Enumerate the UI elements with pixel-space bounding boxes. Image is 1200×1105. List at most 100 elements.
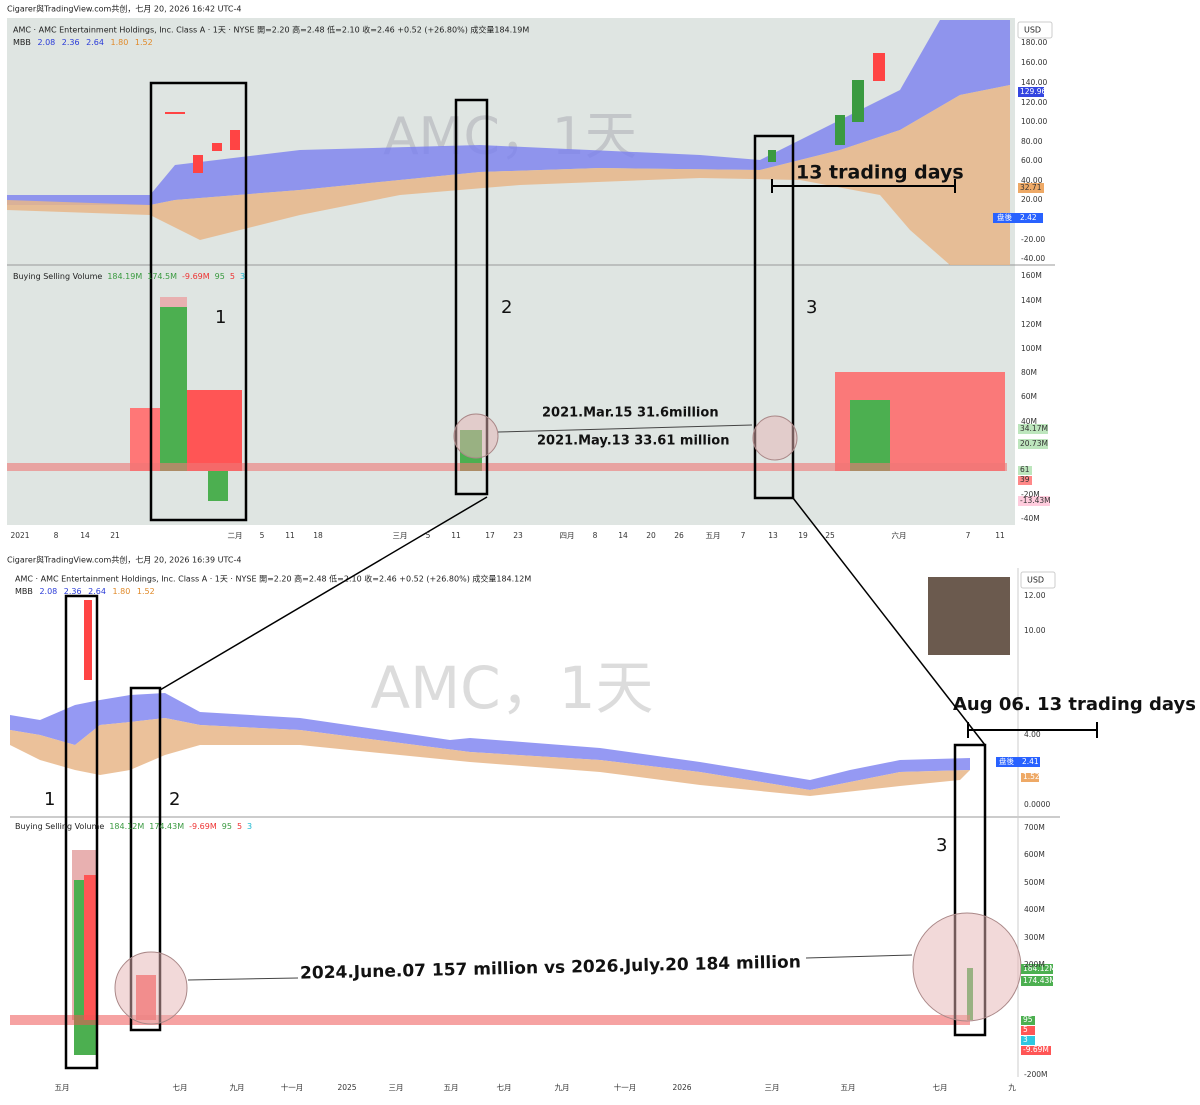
y-tick-label: 160M bbox=[1021, 271, 1042, 280]
vol-tag-bg bbox=[1021, 964, 1053, 974]
legend-value: 3 bbox=[240, 272, 245, 281]
y-tick-label: 80.00 bbox=[1021, 137, 1043, 146]
volume-bar bbox=[208, 471, 228, 501]
header: Cigarer與TradingView.com共创，七月 20, 2026 16… bbox=[7, 4, 242, 14]
indicator-value: 2.36 bbox=[62, 38, 80, 47]
candle bbox=[835, 115, 845, 145]
y-tick-label: 180.00 bbox=[1021, 38, 1047, 47]
x-tick-label: 七月 bbox=[497, 1083, 512, 1092]
legend-value: 184.19M bbox=[107, 272, 142, 281]
indicator-value: 1.52 bbox=[137, 587, 155, 596]
currency[interactable]: USD bbox=[1024, 26, 1041, 35]
volume-bar bbox=[74, 880, 84, 1020]
candle bbox=[212, 143, 222, 151]
highlight-circle bbox=[114, 951, 188, 1025]
indicator-name: MBB bbox=[15, 587, 33, 596]
volume-tag: 20.73M bbox=[1020, 439, 1048, 448]
price-tag: 2.42 bbox=[1020, 213, 1037, 222]
vol-tag-bg bbox=[1018, 466, 1032, 475]
legend-value: 95 bbox=[215, 272, 225, 281]
x-tick-label: 18 bbox=[313, 531, 323, 540]
candle bbox=[193, 155, 203, 173]
currency-button[interactable] bbox=[1017, 21, 1053, 39]
legend-name: Buying Selling Volume bbox=[13, 272, 102, 281]
legend-name: Buying Selling Volume bbox=[15, 822, 104, 831]
x-tick-label: 20 bbox=[646, 531, 656, 540]
volume-bar bbox=[130, 408, 160, 471]
y-tick-label: 600M bbox=[1024, 850, 1045, 859]
volume-bar bbox=[10, 1015, 970, 1025]
x-tick-label: 25 bbox=[825, 531, 835, 540]
lower-band bbox=[7, 85, 1010, 265]
volume-tag: -9.69M bbox=[1023, 1045, 1049, 1054]
watermark: AMC，1天 bbox=[370, 654, 653, 722]
vol-tag-bg bbox=[1018, 476, 1032, 485]
header: Cigarer與TradingView.com共创，七月 20, 2026 16… bbox=[7, 555, 242, 565]
price-tag: 盘後 bbox=[997, 212, 1012, 222]
y-tick-label: 20.00 bbox=[1021, 195, 1043, 204]
legend-value: -9.69M bbox=[189, 822, 217, 831]
x-tick-label: 十一月 bbox=[614, 1082, 637, 1092]
y-tick-label: 500M bbox=[1024, 878, 1045, 887]
x-tick-label: 7 bbox=[966, 531, 971, 540]
x-tick-label: 26 bbox=[674, 531, 684, 540]
volume-tag: 95 bbox=[1023, 1015, 1033, 1024]
x-tick-label: 11 bbox=[995, 531, 1005, 540]
y-tick-label: -20M bbox=[1021, 490, 1040, 499]
y-tick-label: 160.00 bbox=[1021, 58, 1047, 67]
x-tick-label: 六月 bbox=[892, 530, 907, 540]
upper-band bbox=[10, 693, 970, 790]
volume-bars bbox=[7, 297, 1007, 501]
y-tick-label: 120M bbox=[1021, 320, 1042, 329]
x-tick-label: 五月 bbox=[706, 531, 721, 540]
indicator-line: MBB 2.08 2.36 2.64 1.80 1.52 bbox=[15, 587, 155, 596]
volume-bar bbox=[850, 400, 890, 471]
y-tick-label: -40M bbox=[1021, 514, 1040, 523]
indicator-value: 1.52 bbox=[135, 38, 153, 47]
vol-tag-bg bbox=[1018, 439, 1048, 449]
x-tick-label: 14 bbox=[618, 531, 628, 540]
y-tick-label: 12.00 bbox=[1024, 591, 1046, 600]
vol-tag-bg bbox=[1018, 496, 1050, 506]
zoom-line bbox=[159, 496, 488, 691]
axis-bg bbox=[1015, 18, 1055, 545]
legend-value: 95 bbox=[222, 822, 232, 831]
y-tick-label: 80M bbox=[1021, 368, 1037, 377]
volume-tag: 5 bbox=[1023, 1025, 1028, 1034]
candle bbox=[852, 80, 864, 122]
candle bbox=[768, 150, 776, 162]
x-tick-label: 2026 bbox=[672, 1083, 691, 1092]
y-tick-label: -40.00 bbox=[1021, 254, 1045, 263]
indicator-value: 1.80 bbox=[111, 38, 129, 47]
x-tick-label: 13 bbox=[768, 531, 778, 540]
vol-tag-bg bbox=[1018, 424, 1048, 434]
y-tick-label: 60.00 bbox=[1021, 156, 1043, 165]
vol-tag-bg bbox=[1021, 1026, 1035, 1035]
panel-bg bbox=[10, 568, 1060, 1097]
x-tick-label: 五月 bbox=[444, 1083, 459, 1092]
lower-band bbox=[10, 718, 970, 796]
legend-value: 5 bbox=[237, 822, 242, 831]
highlight-circle bbox=[752, 415, 798, 461]
x-tick-label: 14 bbox=[80, 531, 90, 540]
highlight-box bbox=[753, 134, 795, 500]
currency[interactable]: USD bbox=[1027, 576, 1044, 585]
x-tick-label: 九月 bbox=[230, 1083, 245, 1092]
x-tick-label: 11 bbox=[451, 531, 461, 540]
x-tick-label: 23 bbox=[513, 531, 523, 540]
x-tick-label: 三月 bbox=[389, 1083, 404, 1092]
x-tick-label: 7 bbox=[741, 531, 746, 540]
y-tick-label: 100.00 bbox=[1021, 117, 1047, 126]
y-tick-label: -200M bbox=[1024, 1070, 1048, 1079]
x-tick-label: 21 bbox=[110, 531, 120, 540]
highlight-circle bbox=[453, 413, 499, 459]
y-tick-label: -20.00 bbox=[1021, 235, 1045, 244]
price-tag: 盘後 bbox=[999, 756, 1014, 766]
volume-tag: 34.17M bbox=[1020, 424, 1048, 433]
price-tag: 1.52 bbox=[1023, 772, 1040, 781]
symbol-line: AMC · AMC Entertainment Holdings, Inc. C… bbox=[15, 574, 531, 584]
price-tag: 2.41 bbox=[1022, 757, 1039, 766]
candle bbox=[873, 53, 885, 81]
currency-button[interactable] bbox=[1020, 571, 1056, 589]
